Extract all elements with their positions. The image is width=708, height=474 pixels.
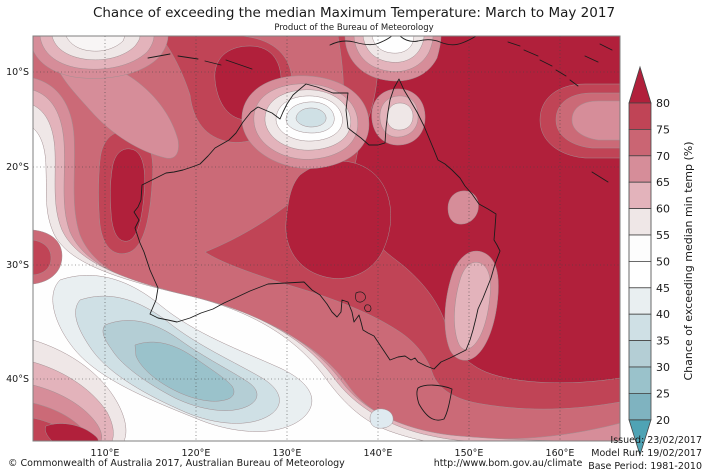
colorbar-tick-label: 35 [656,335,670,348]
colorbar-cell [629,182,651,208]
colorbar: 80 75 70 65 60 55 50 45 40 35 30 25 20 [629,67,670,455]
colorbar-tick-label: 45 [656,282,670,295]
colorbar-cell [629,209,651,235]
contour-field [10,36,640,474]
colorbar-tick-label: 75 [656,123,670,136]
colorbar-cell [629,314,651,340]
colorbar-tick-label: 65 [656,176,670,189]
contour-40-topend [296,108,326,127]
colorbar-cell [629,129,651,155]
bom-outlook-figure: Chance of exceeding the median Maximum T… [0,0,708,474]
colorbar-axis-label: Chance of exceeding median min temp (%) [682,141,695,380]
lon-tick-label: 140°E [364,448,393,459]
colorbar-cell [629,235,651,261]
colorbar-tick-label: 80 [656,97,670,110]
colorbar-tick-label: 25 [656,387,670,400]
colorbar-tick-label: 40 [656,308,670,321]
contour-55-gulfsouth [387,103,413,130]
contour-45-spot [370,409,393,428]
colorbar-cell [629,261,651,287]
lat-tick-label: 10°S [6,67,29,78]
colorbar-arrow-top [629,67,651,103]
copyright-text: © Commonwealth of Australia 2017, Austra… [8,458,345,469]
issued-date: Issued: 23/02/2017 [610,435,702,446]
lat-tick-label: 40°S [6,374,29,385]
website-url: http://www.bom.gov.au/climate [408,458,608,469]
lat-tick-label: 20°S [6,162,29,173]
colorbar-tick-label: 55 [656,229,670,242]
colorbar-cell [629,367,651,393]
colorbar-cell [629,156,651,182]
colorbar-cell [629,103,651,129]
colorbar-tick-label: 30 [656,361,670,374]
colorbar-cell [629,341,651,367]
colorbar-tick-label: 70 [656,150,670,163]
contour-80-central [286,161,391,278]
colorbar-cell [629,393,651,419]
forecast-map: 110°E120°E130°E140°E150°E160°E10°S20°S30… [0,0,708,474]
model-run-date: Model Run: 19/02/2017 [591,448,702,459]
colorbar-tick-label: 20 [656,414,670,427]
colorbar-tick-label: 50 [656,255,670,268]
lat-tick-label: 30°S [6,260,29,271]
colorbar-tick-label: 60 [656,203,670,216]
base-period: Base Period: 1981-2010 [588,461,702,472]
colorbar-cell [629,288,651,314]
